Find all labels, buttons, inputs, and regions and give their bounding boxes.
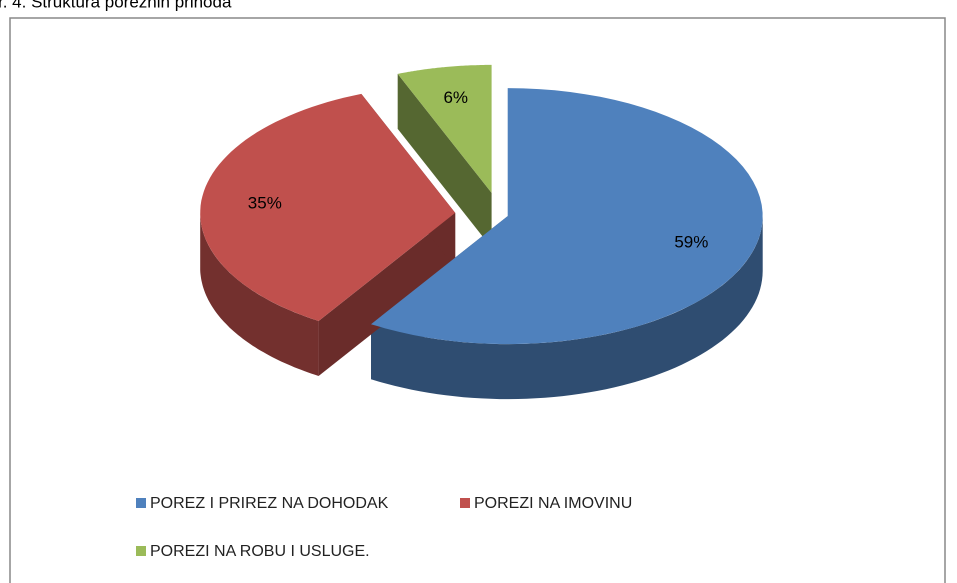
- slice-tops: [200, 64, 763, 345]
- legend-label: POREZ I PRIREZ NA DOHODAK: [150, 495, 389, 512]
- slice: [397, 64, 492, 193]
- legend-swatch: [460, 498, 470, 508]
- slice-cut-face: [397, 73, 492, 248]
- data-label: 6%: [443, 88, 468, 107]
- slice: [200, 93, 456, 322]
- legend-label: POREZI NA IMOVINU: [474, 495, 632, 512]
- legend-swatch: [136, 546, 146, 556]
- slice-side: [371, 216, 763, 400]
- data-label: 35%: [248, 193, 282, 212]
- legend-swatch: [136, 498, 146, 508]
- legend-label: POREZI NA ROBU I USLUGE.: [150, 543, 370, 560]
- slice: [371, 88, 763, 345]
- slice-side: [200, 212, 319, 376]
- chart-title: r. 4. Struktura poreznih prihoda: [0, 0, 232, 11]
- data-label: 59%: [674, 232, 708, 251]
- slice-cut-face: [318, 212, 456, 376]
